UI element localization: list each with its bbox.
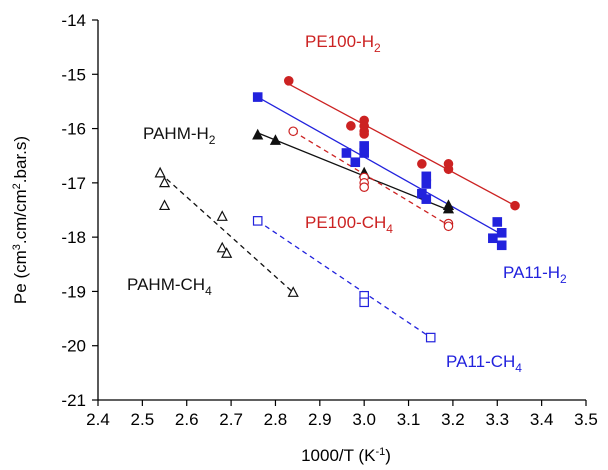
point-pahm-ch4 <box>287 286 299 297</box>
label-pe100-ch4: PE100-CH4 <box>305 213 393 236</box>
point-pe100-h2 <box>443 164 454 175</box>
x-tick-label: 2.7 <box>219 410 243 429</box>
point-pahm-ch4 <box>158 199 171 211</box>
x-tick-label: 2.4 <box>86 410 110 429</box>
label-pahm-h2: PAHM-H2 <box>143 124 216 147</box>
y-axis-title: Pe (cm3.cm/cm2.bar.s) <box>11 136 30 304</box>
point-pa11-h2 <box>488 233 498 244</box>
plot-area: 2.4 2.5 2.6 2.7 2.8 2.9 3.0 3.1 3.2 3.3 3.4 3.5 -14 -… <box>61 11 597 429</box>
x-tick-label: 2.8 <box>264 410 288 429</box>
point-pe100-h2 <box>283 76 294 86</box>
point-pa11-ch4 <box>425 332 436 343</box>
x-tick-label: 3.4 <box>530 410 554 429</box>
label-pa11-h2: PA11-H2 <box>503 263 567 286</box>
y-tick-label: -21 <box>61 391 86 410</box>
data-points <box>154 76 520 343</box>
point-pe100-ch4 <box>288 126 298 137</box>
point-pa11-ch4 <box>252 216 263 226</box>
point-pa11-h2 <box>421 179 432 189</box>
point-pa11-h2 <box>341 148 352 158</box>
series-labels: PE100-H2 PA11-H2 PAHM-H2 PE100-CH4 PA11-… <box>127 32 567 375</box>
label-pe100-h2: PE100-H2 <box>305 32 381 55</box>
point-pe100-ch4 <box>359 182 369 192</box>
fit-line-pa11-ch4 <box>257 220 432 339</box>
fit-lines <box>159 83 516 339</box>
fit-line-pa11-h2 <box>257 96 503 235</box>
point-pa11-h2 <box>496 228 507 238</box>
y-tick-label: -17 <box>61 174 86 193</box>
point-pa11-h2 <box>359 148 369 158</box>
point-pahm-ch4 <box>158 176 171 188</box>
point-pahm-h2 <box>269 134 282 145</box>
point-pa11-h2 <box>350 157 361 168</box>
x-tick-label: 3.3 <box>485 410 509 429</box>
point-pa11-h2 <box>421 194 432 204</box>
fit-line-pahm-ch4 <box>159 172 294 293</box>
fit-line-pe100-ch4 <box>292 130 449 226</box>
label-pahm-ch4: PAHM-CH4 <box>127 275 212 298</box>
x-axis-title: 1000/T (K-1) <box>301 446 391 465</box>
label-pa11-ch4: PA11-CH4 <box>446 352 522 375</box>
y-tick-label: -14 <box>61 11 86 30</box>
y-tick-label: -19 <box>61 282 86 301</box>
x-tick-label: 2.5 <box>131 410 155 429</box>
fit-line-pe100-h2 <box>288 83 516 207</box>
x-tick-label: 3.2 <box>441 410 465 429</box>
x-tick-label: 3.0 <box>352 410 376 429</box>
ticks: 2.4 2.5 2.6 2.7 2.8 2.9 3.0 3.1 3.2 3.3 3.4 3.5 -14 -… <box>61 11 597 429</box>
point-pa11-h2 <box>496 240 507 251</box>
point-pe100-ch4 <box>443 221 454 232</box>
x-tick-label: 2.6 <box>175 410 199 429</box>
point-pa11-ch4 <box>359 297 369 308</box>
point-pa11-h2 <box>252 92 263 102</box>
point-pe100-h2 <box>417 159 427 169</box>
point-pe100-h2 <box>510 200 520 211</box>
x-tick-label: 2.9 <box>308 410 332 429</box>
point-pahm-ch4 <box>154 166 166 178</box>
point-pahm-ch4 <box>221 247 233 258</box>
x-tick-label: 3.5 <box>574 410 598 429</box>
point-pe100-h2 <box>359 129 369 139</box>
point-pahm-ch4 <box>216 241 228 253</box>
x-tick-label: 3.1 <box>397 410 421 429</box>
y-tick-label: -16 <box>61 120 86 139</box>
point-pahm-h2 <box>442 202 455 214</box>
y-tick-label: -18 <box>61 228 86 247</box>
y-tick-label: -20 <box>61 337 86 356</box>
y-tick-label: -15 <box>61 65 86 84</box>
point-pa11-h2 <box>492 217 503 227</box>
point-pe100-h2 <box>346 121 356 131</box>
point-pahm-ch4 <box>216 210 228 221</box>
fit-line-pahm-h2 <box>257 132 449 211</box>
point-pahm-h2 <box>252 128 264 140</box>
